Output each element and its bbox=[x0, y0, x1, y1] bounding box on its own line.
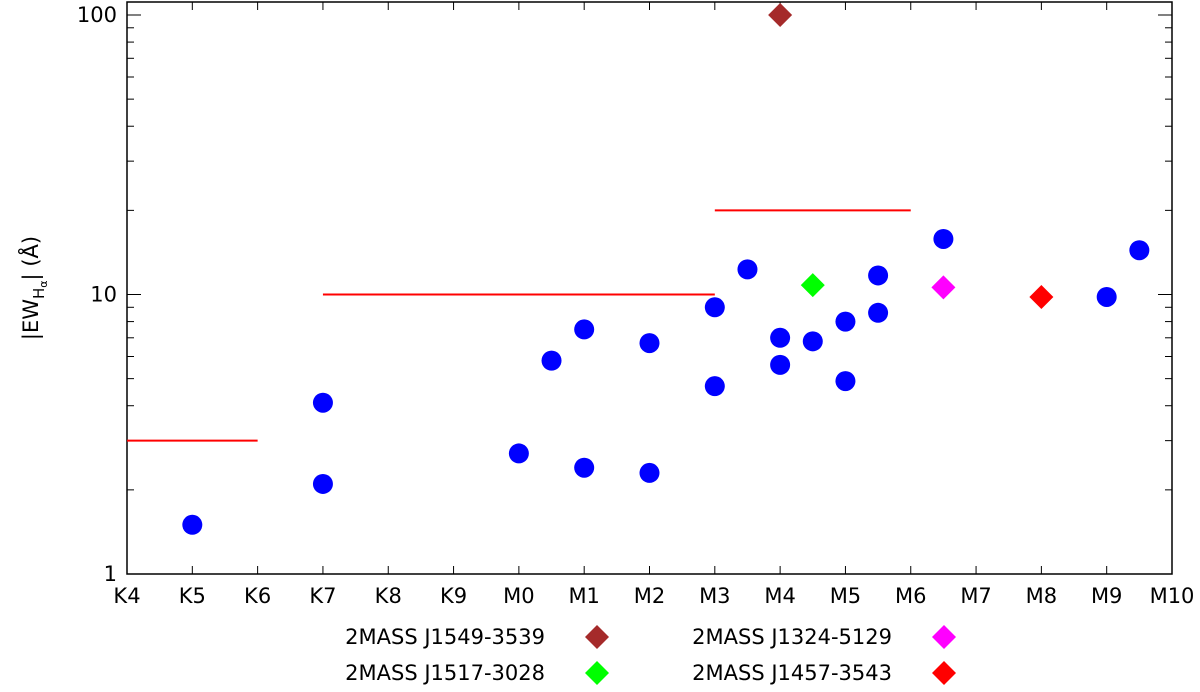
data-point bbox=[574, 457, 595, 478]
x-tick-label: K9 bbox=[440, 584, 467, 608]
data-point bbox=[704, 297, 725, 318]
y-axis-label-subsub: α bbox=[37, 280, 50, 287]
legend-label: 2MASS J1517-3028 bbox=[345, 661, 545, 685]
data-point bbox=[574, 319, 595, 340]
legend-marker bbox=[585, 625, 609, 649]
data-point bbox=[933, 228, 954, 249]
x-tick-label: K7 bbox=[309, 584, 336, 608]
data-point bbox=[639, 462, 660, 483]
data-point bbox=[182, 514, 203, 535]
x-tick-label: M6 bbox=[895, 584, 926, 608]
data-point bbox=[770, 327, 791, 348]
y-tick-label: 1 bbox=[104, 562, 117, 586]
x-tick-label: M9 bbox=[1091, 584, 1122, 608]
legend-label: 2MASS J1549-3539 bbox=[345, 625, 545, 649]
data-point bbox=[1129, 240, 1150, 261]
y-axis-label: |EWHα| (Å) bbox=[17, 236, 50, 340]
data-point-diamond bbox=[1029, 284, 1054, 309]
x-tick-label: K5 bbox=[179, 584, 206, 608]
x-tick-label: K8 bbox=[375, 584, 402, 608]
threshold-lines bbox=[127, 209, 911, 442]
data-point-diamond bbox=[800, 273, 825, 298]
x-tick-label: M7 bbox=[960, 584, 991, 608]
data-point bbox=[639, 333, 660, 354]
svg-text:|EWHα| (Å): |EWHα| (Å) bbox=[17, 236, 50, 340]
legend-marker bbox=[932, 625, 956, 649]
x-tick-label: M3 bbox=[699, 584, 730, 608]
data-point bbox=[802, 331, 823, 352]
data-point bbox=[868, 265, 889, 286]
x-tick-label: M0 bbox=[503, 584, 534, 608]
x-tick-label: M1 bbox=[568, 584, 599, 608]
x-tick-label: M2 bbox=[634, 584, 665, 608]
x-tick-label: M10 bbox=[1150, 584, 1195, 608]
x-tick-label: M8 bbox=[1026, 584, 1057, 608]
legend-label: 2MASS J1324-5129 bbox=[692, 625, 892, 649]
data-point bbox=[312, 392, 333, 413]
y-tick-label: 100 bbox=[77, 3, 117, 27]
y-axis-label-sub: H bbox=[30, 288, 48, 299]
y-tick-label: 10 bbox=[90, 283, 117, 307]
data-point bbox=[868, 302, 889, 323]
data-point bbox=[737, 259, 758, 280]
data-point bbox=[508, 443, 529, 464]
data-point bbox=[541, 350, 562, 371]
data-point bbox=[1096, 286, 1117, 307]
data-points bbox=[182, 3, 1150, 535]
legend: 2MASS J1549-3539 2MASS J1324-5129 2MASS J1… bbox=[345, 625, 956, 685]
data-point bbox=[312, 473, 333, 494]
y-axis-label-prefix: |EW bbox=[19, 299, 44, 340]
legend-marker bbox=[585, 661, 609, 685]
data-point bbox=[835, 371, 856, 392]
x-tick-label: K6 bbox=[244, 584, 271, 608]
data-point bbox=[704, 376, 725, 397]
plot-frame bbox=[126, 1, 1173, 575]
x-tick-label: K4 bbox=[113, 584, 140, 608]
data-point-diamond bbox=[931, 275, 956, 300]
x-tick-label: M5 bbox=[830, 584, 861, 608]
legend-marker bbox=[932, 661, 956, 685]
data-point bbox=[770, 354, 791, 375]
data-point bbox=[835, 311, 856, 332]
axis-ticks: K4 K5 K6 K7 K8 K9 M0 M1 M2 M3 M4 M5 M6 M7 M8 M9 M10 1 10 10… bbox=[77, 2, 1195, 608]
y-axis-label-suffix: | (Å) bbox=[17, 236, 44, 281]
data-point-diamond bbox=[768, 3, 793, 27]
x-tick-label: M4 bbox=[764, 584, 795, 608]
legend-label: 2MASS J1457-3543 bbox=[692, 661, 892, 685]
